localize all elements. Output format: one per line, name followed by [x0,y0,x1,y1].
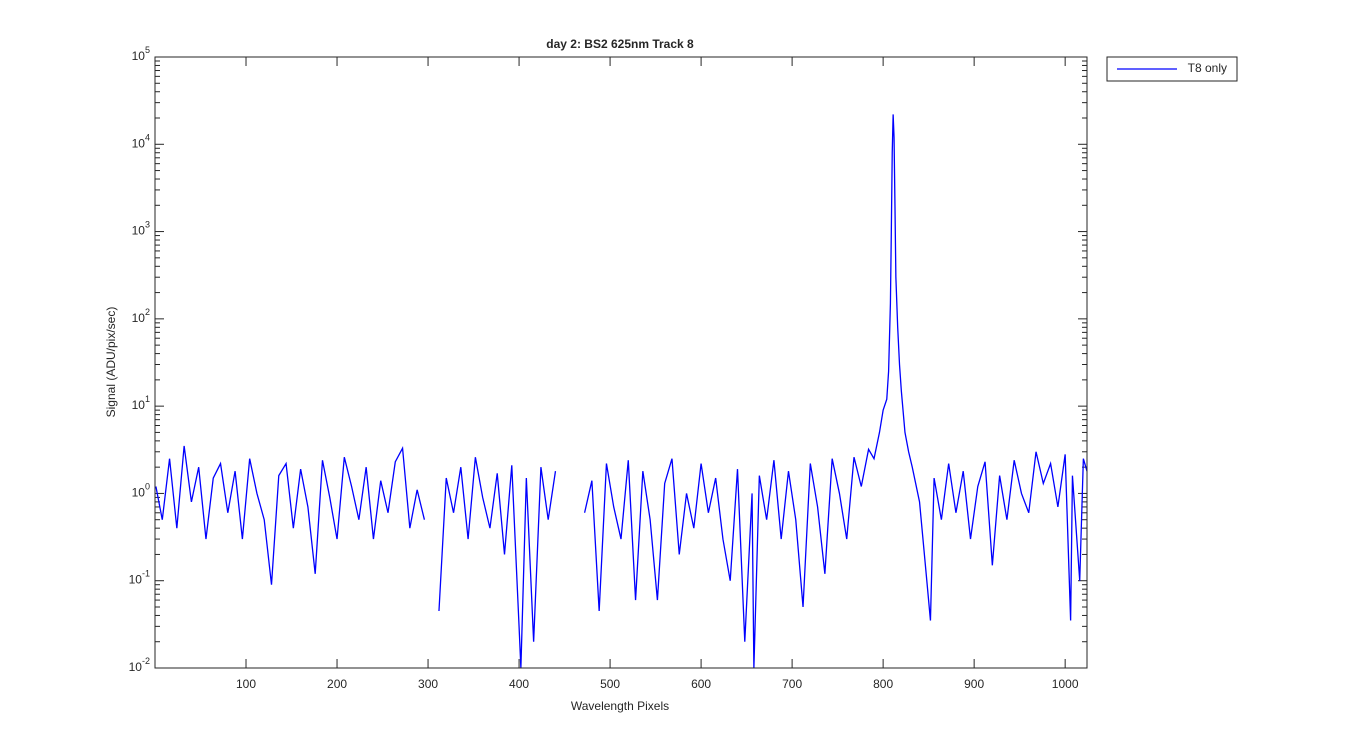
x-tick-label: 400 [509,677,529,691]
y-tick-label: 104 [132,133,150,151]
y-tick-label: 10-1 [129,569,150,587]
x-tick-label: 300 [418,677,438,691]
y-tick-label: 102 [132,307,150,325]
x-tick-label: 200 [327,677,347,691]
data-line [155,114,1087,668]
y-tick-label: 10-2 [129,656,150,674]
x-tick-label: 100 [236,677,256,691]
axes-box [154,56,1088,669]
x-tick-label: 600 [691,677,711,691]
chart-title: day 2: BS2 625nm Track 8 [546,37,694,51]
legend-label: T8 only [1188,61,1227,75]
y-axis-label: Signal (ADU/pix/sec) [104,307,118,418]
plot-area [155,57,1087,668]
x-tick-label: 1000 [1052,677,1079,691]
x-tick-label: 500 [600,677,620,691]
x-tick-label: 900 [964,677,984,691]
y-tick-label: 101 [132,395,150,413]
x-axis-label: Wavelength Pixels [571,699,669,713]
y-tick-label: 100 [132,482,150,500]
x-tick-label: 700 [782,677,802,691]
x-tick-label: 800 [873,677,893,691]
y-tick-label: 105 [132,45,150,63]
y-tick-label: 103 [132,220,150,238]
